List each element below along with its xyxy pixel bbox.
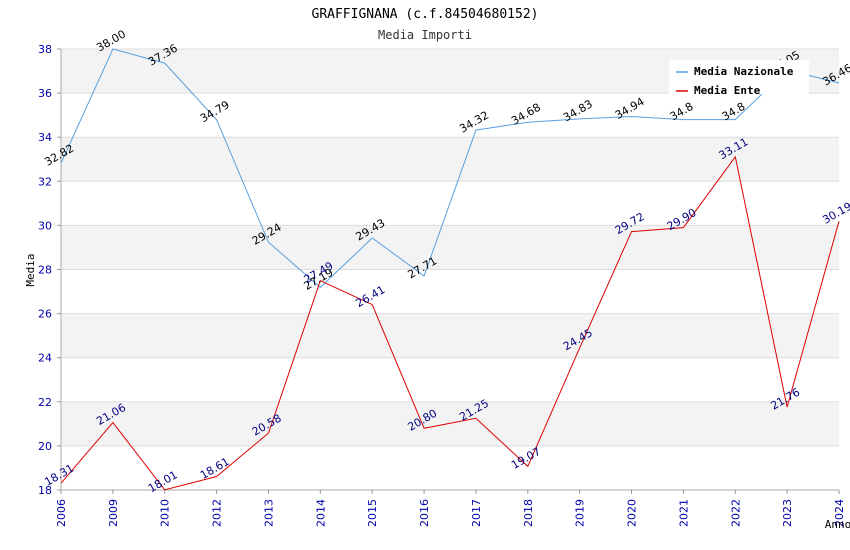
plot-band bbox=[61, 313, 839, 358]
series-lines bbox=[60, 48, 840, 491]
y-tick-label: 30 bbox=[38, 219, 52, 232]
plot-band bbox=[61, 225, 839, 270]
x-tick-label: 2014 bbox=[314, 499, 327, 527]
x-tick-label: 2024 bbox=[833, 499, 846, 527]
x-tick-label: 2016 bbox=[418, 499, 431, 527]
plot-band bbox=[61, 137, 839, 182]
plot-band bbox=[61, 445, 839, 490]
chart-subtitle: Media Importi bbox=[378, 28, 472, 42]
x-tick-label: 2023 bbox=[781, 499, 794, 527]
x-tick-label: 2021 bbox=[677, 499, 690, 527]
legend-box bbox=[669, 60, 809, 94]
x-tick-label: 2010 bbox=[159, 499, 172, 527]
y-axis-label: Media bbox=[24, 253, 37, 286]
y-tick-label: 28 bbox=[38, 264, 52, 277]
x-tick-label: 2012 bbox=[211, 499, 224, 527]
y-tick-label: 32 bbox=[38, 175, 52, 188]
legend: Media Nazionale Media Ente bbox=[669, 60, 809, 97]
y-tick-label: 18 bbox=[38, 484, 52, 497]
chart-title: GRAFFIGNANA (c.f.84504680152) bbox=[312, 7, 539, 22]
y-tick-label: 24 bbox=[38, 352, 52, 365]
x-axis-ticks: 2006 2009 2010 2012 2013 2014 2015 2016 2017 2018… bbox=[55, 490, 846, 527]
legend-label-nazionale: Media Nazionale bbox=[694, 65, 794, 78]
legend-label-ente: Media Ente bbox=[694, 84, 761, 97]
y-tick-label: 22 bbox=[38, 396, 52, 409]
y-tick-label: 20 bbox=[38, 440, 52, 453]
x-tick-label: 2022 bbox=[729, 499, 742, 527]
plot-band bbox=[61, 401, 839, 446]
series-line-media-ente bbox=[60, 155, 840, 491]
x-tick-label: 2018 bbox=[522, 499, 535, 527]
x-tick-label: 2015 bbox=[366, 499, 379, 527]
x-tick-label: 2019 bbox=[574, 499, 587, 527]
series-line-media-nazionale bbox=[60, 48, 840, 289]
x-tick-label: 2017 bbox=[470, 499, 483, 527]
y-axis-ticks: 18 20 22 24 26 28 30 32 34 36 38 bbox=[38, 43, 61, 497]
y-tick-label: 36 bbox=[38, 87, 52, 100]
plot-band bbox=[61, 93, 839, 138]
x-tick-label: 2020 bbox=[626, 499, 639, 527]
plot-band bbox=[61, 269, 839, 314]
x-tick-label: 2013 bbox=[262, 499, 275, 527]
plot-background bbox=[61, 49, 839, 490]
x-axis-label: Anno bbox=[825, 518, 850, 531]
y-tick-label: 34 bbox=[38, 131, 52, 144]
y-tick-label: 38 bbox=[38, 43, 52, 56]
plot-band bbox=[61, 357, 839, 402]
x-tick-label: 2009 bbox=[107, 499, 120, 527]
x-tick-label: 2006 bbox=[55, 499, 68, 527]
y-tick-label: 26 bbox=[38, 308, 52, 321]
